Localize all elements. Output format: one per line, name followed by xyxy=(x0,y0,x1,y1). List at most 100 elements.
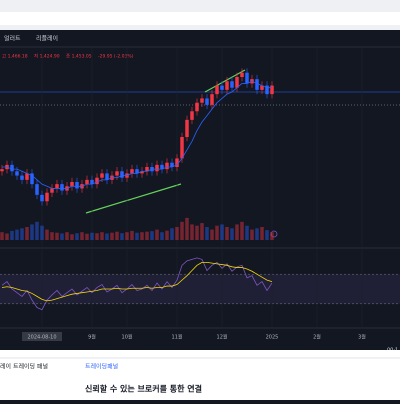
candle-body xyxy=(45,192,49,202)
volume-bar xyxy=(0,232,4,240)
x-tick-label: 2월 xyxy=(313,334,321,341)
volume-bar xyxy=(65,232,69,240)
rsi-ma-line xyxy=(1,261,273,302)
volume-bar xyxy=(130,230,134,240)
candle-body xyxy=(30,173,34,185)
address-field[interactable] xyxy=(0,12,400,25)
volume-bar xyxy=(175,227,179,240)
volume-bar xyxy=(105,233,109,240)
candle-body xyxy=(270,85,274,95)
volume-bar xyxy=(160,232,164,240)
volume-bar xyxy=(85,233,89,240)
legend-high: 고 1,466.18 xyxy=(2,54,28,60)
volume-bar xyxy=(110,232,114,240)
candle-body xyxy=(210,94,214,105)
x-tick-label: 2024-08-10 xyxy=(27,335,56,341)
x-tick-label: 3월 xyxy=(358,334,366,341)
candle-body xyxy=(20,175,24,180)
volume-bar xyxy=(95,233,99,240)
volume-bar xyxy=(120,233,124,240)
volume-bar xyxy=(205,227,209,240)
volume-bar xyxy=(75,233,79,240)
volume-bar xyxy=(245,225,249,240)
candle-body xyxy=(155,164,159,172)
legend-change: -29.95 (-2.03%) xyxy=(98,54,134,60)
candle-body xyxy=(265,85,269,95)
candle-body xyxy=(135,169,139,174)
volume-bar xyxy=(10,230,14,240)
volume-bar xyxy=(20,228,24,240)
candle-body xyxy=(90,179,94,185)
x-tick-label: 2025 xyxy=(266,335,279,341)
candle-body xyxy=(55,184,59,189)
candle-body xyxy=(240,72,244,77)
candle-body xyxy=(120,171,124,178)
volume-bar xyxy=(195,225,199,240)
candle-body xyxy=(95,177,99,185)
volume-bar xyxy=(255,228,259,240)
volume-bar xyxy=(250,229,254,240)
candle-body xyxy=(230,81,234,88)
volume-bar xyxy=(55,232,59,240)
toolbar-replay[interactable]: 리플레이 xyxy=(36,35,58,43)
candle-body xyxy=(100,173,104,178)
x-tick-label: 12월 xyxy=(217,334,228,341)
candle-body xyxy=(205,98,209,105)
x-tick-label: 10월 xyxy=(122,334,133,341)
volume-bar xyxy=(225,227,229,240)
candle-body xyxy=(75,182,79,189)
candle-body xyxy=(35,184,39,195)
volume-bar xyxy=(185,217,189,240)
volume-bar xyxy=(5,233,9,240)
volume-bar xyxy=(90,232,94,240)
candle-body xyxy=(225,81,229,90)
legend-close: 종 1,453.05 xyxy=(66,54,92,60)
volume-bar xyxy=(155,229,159,240)
candle-body xyxy=(245,72,249,84)
volume-bar xyxy=(260,227,264,240)
candle-body xyxy=(40,194,44,202)
volume-bar xyxy=(150,231,154,240)
crosshair-label-bg xyxy=(22,332,62,341)
candle-body xyxy=(170,162,174,167)
candle-body xyxy=(130,169,134,174)
panel-tab[interactable]: 레이 트레이딩 패널 xyxy=(0,363,48,371)
candle-body xyxy=(215,85,219,95)
candle-body xyxy=(180,137,184,159)
candle-body xyxy=(85,179,89,185)
volume-bar xyxy=(190,224,194,240)
volume-bar xyxy=(70,234,74,240)
volume-bar xyxy=(15,229,19,240)
candle-body xyxy=(255,79,259,90)
volume-bar xyxy=(115,231,119,240)
candle-body xyxy=(235,77,239,88)
volume-bar xyxy=(60,233,64,240)
candle-body xyxy=(10,164,14,172)
volume-bar xyxy=(135,232,139,240)
candle-body xyxy=(15,171,19,176)
candle-body xyxy=(195,102,199,112)
rsi-line xyxy=(1,257,273,311)
volume-bar xyxy=(240,221,244,240)
candle-body xyxy=(70,182,74,187)
candle-body xyxy=(200,98,204,103)
volume-bar xyxy=(80,232,84,240)
candle-body xyxy=(185,119,189,137)
volume-bar xyxy=(170,228,174,240)
toolbar-alert[interactable]: 얼러트 xyxy=(4,35,21,43)
volume-bar xyxy=(220,224,224,240)
trend-line xyxy=(204,69,246,93)
candle-body xyxy=(25,173,29,180)
volume-bar xyxy=(140,232,144,240)
pane-button[interactable] xyxy=(270,230,278,238)
volume-bar xyxy=(100,232,104,240)
volume-bar xyxy=(145,231,149,240)
volume-bar xyxy=(35,221,39,240)
rsi-band xyxy=(0,274,400,304)
panel-tab-active[interactable]: 트레이딩패널 xyxy=(85,363,118,371)
candle-body xyxy=(0,169,4,172)
candle-body xyxy=(190,111,194,120)
panel-heading: 신뢰할 수 있는 브로커를 통한 연결 xyxy=(85,384,202,394)
